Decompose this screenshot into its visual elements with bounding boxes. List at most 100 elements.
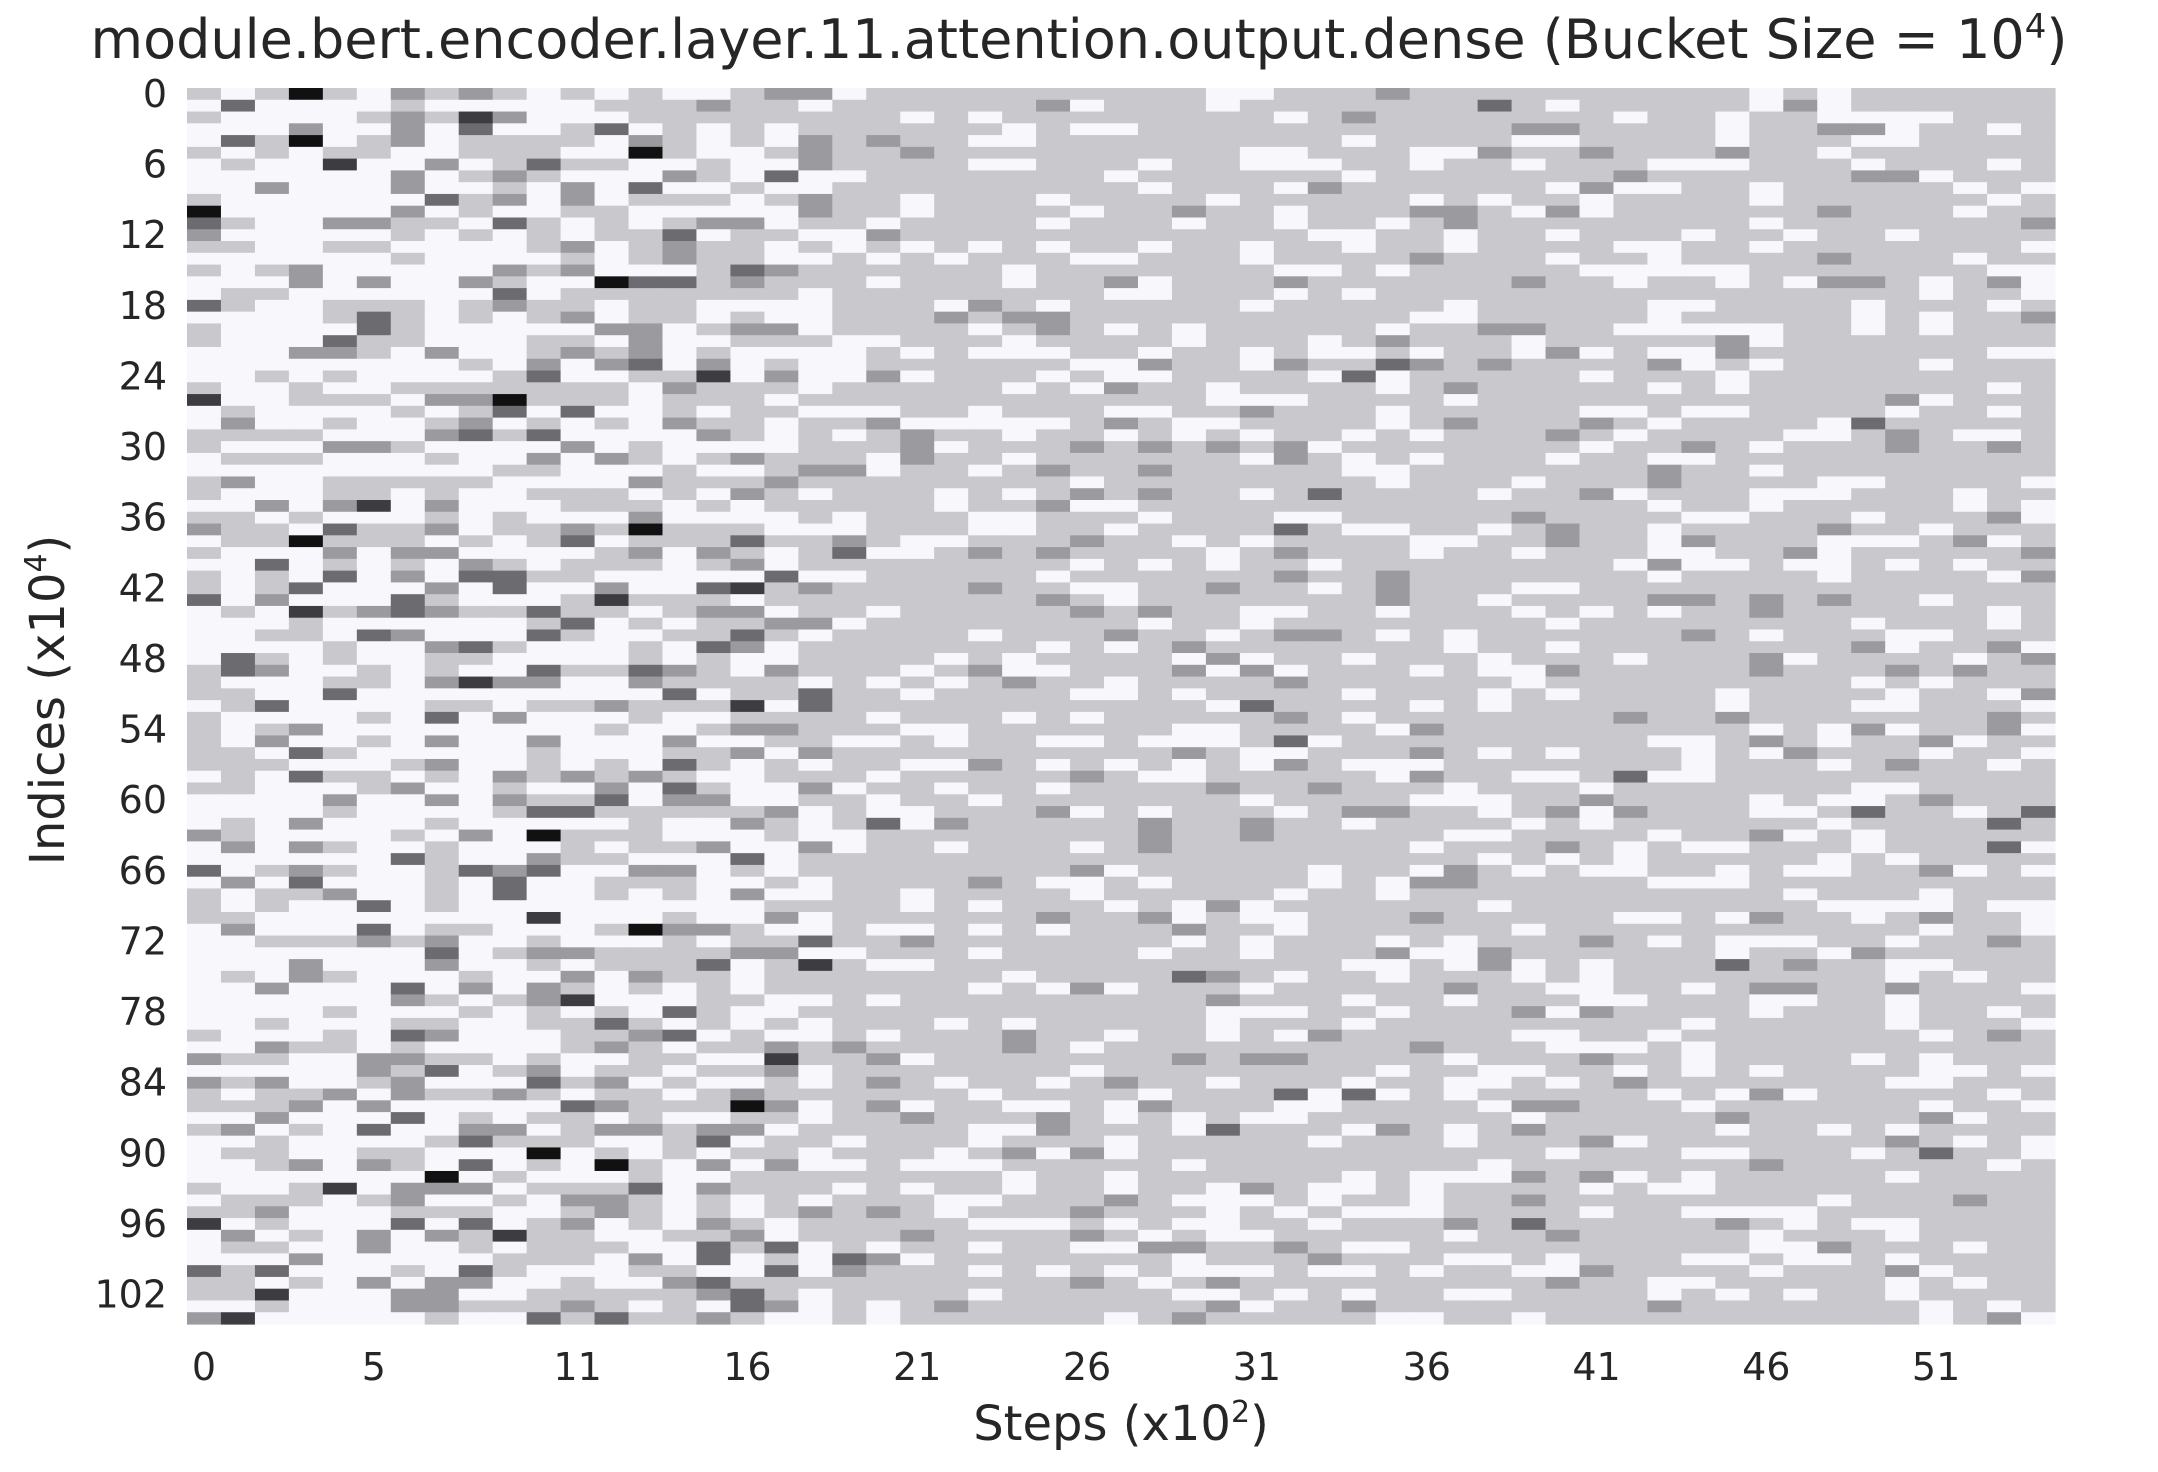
heatmap-cell xyxy=(1137,841,1173,854)
heatmap-cell xyxy=(254,205,290,219)
heatmap-cell xyxy=(1749,452,1784,466)
heatmap-cell xyxy=(492,488,528,501)
heatmap-cell xyxy=(1613,582,1649,595)
heatmap-cell xyxy=(1511,358,1547,372)
heatmap-cell xyxy=(1715,1135,1750,1149)
heatmap-cell xyxy=(1409,688,1445,701)
heatmap-cell xyxy=(1851,264,1886,277)
heatmap-cell xyxy=(866,170,901,183)
heatmap-cell xyxy=(1647,135,1682,148)
heatmap-cell xyxy=(390,464,426,478)
heatmap-cell xyxy=(594,817,630,831)
heatmap-cell xyxy=(1443,1076,1479,1090)
heatmap-cell xyxy=(424,947,460,960)
heatmap-cell xyxy=(390,959,426,972)
heatmap-cell xyxy=(356,441,392,454)
heatmap-cell xyxy=(1002,158,1037,171)
heatmap-cell xyxy=(1885,700,1920,713)
heatmap-cell xyxy=(1783,99,1818,113)
heatmap-cell xyxy=(322,1076,358,1090)
heatmap-cell xyxy=(322,570,358,583)
heatmap-cell xyxy=(1036,582,1071,595)
heatmap-cell xyxy=(866,841,901,854)
heatmap-cell xyxy=(1171,629,1207,642)
heatmap-cell xyxy=(1443,947,1479,960)
heatmap-cell xyxy=(1307,888,1343,901)
heatmap-cell xyxy=(900,488,935,501)
heatmap-cell xyxy=(1987,394,2022,407)
heatmap-cell xyxy=(288,947,324,960)
heatmap-cell xyxy=(1545,217,1581,230)
heatmap-cell xyxy=(187,817,222,831)
heatmap-cell xyxy=(1104,770,1139,784)
heatmap-cell xyxy=(288,912,324,925)
heatmap-cell xyxy=(1171,747,1207,760)
heatmap-cell xyxy=(934,605,969,619)
heatmap-cell xyxy=(220,500,256,513)
heatmap-cell xyxy=(1443,288,1479,301)
heatmap-cell xyxy=(2021,664,2056,678)
heatmap-cell xyxy=(1273,99,1309,113)
heatmap-cell xyxy=(696,299,732,313)
heatmap-cell xyxy=(1239,429,1275,442)
heatmap-cell xyxy=(866,888,901,901)
heatmap-cell xyxy=(1104,417,1139,430)
heatmap-cell xyxy=(288,935,324,948)
heatmap-cell xyxy=(1409,452,1445,466)
heatmap-cell xyxy=(1579,488,1615,501)
heatmap-cell xyxy=(1171,876,1207,890)
heatmap-cell xyxy=(1851,346,1886,360)
heatmap-cell xyxy=(1171,382,1207,395)
heatmap-cell xyxy=(1953,241,1988,254)
heatmap-cell xyxy=(1341,241,1377,254)
heatmap-cell xyxy=(254,570,290,583)
heatmap-cell xyxy=(1953,358,1988,372)
heatmap-cell xyxy=(1070,888,1105,901)
heatmap-cell xyxy=(832,158,867,171)
heatmap-cell xyxy=(1036,688,1071,701)
heatmap-cell xyxy=(1375,1135,1411,1149)
heatmap-cell xyxy=(628,1053,664,1066)
heatmap-cell xyxy=(356,1112,392,1125)
heatmap-cell xyxy=(1273,1029,1309,1043)
heatmap-cell xyxy=(1511,335,1547,348)
heatmap-cell xyxy=(1545,511,1581,525)
heatmap-cell xyxy=(1307,511,1343,525)
heatmap-cell xyxy=(1002,582,1037,595)
heatmap-cell xyxy=(1036,617,1071,631)
heatmap-cell xyxy=(1817,358,1852,372)
heatmap-cell xyxy=(1375,1017,1411,1031)
heatmap-cell xyxy=(356,1135,392,1149)
heatmap-cell xyxy=(254,276,290,289)
heatmap-cell xyxy=(187,158,222,171)
heatmap-cell xyxy=(900,1088,935,1101)
heatmap-cell xyxy=(594,146,630,160)
heatmap-cell xyxy=(1036,382,1071,395)
heatmap-cell xyxy=(390,782,426,795)
heatmap-cell xyxy=(1070,511,1105,525)
heatmap-cell xyxy=(730,123,765,136)
heatmap-cell xyxy=(1511,794,1547,807)
heatmap-cell xyxy=(628,841,664,854)
heatmap-cell xyxy=(526,346,562,360)
heatmap-cell xyxy=(1817,135,1852,148)
heatmap-cell xyxy=(560,346,596,360)
heatmap-cell xyxy=(764,535,799,548)
heatmap-cell xyxy=(662,1112,698,1125)
heatmap-cell xyxy=(1171,947,1207,960)
heatmap-cell xyxy=(1545,700,1581,713)
heatmap-cell xyxy=(1205,970,1241,984)
heatmap-cell xyxy=(220,1076,256,1090)
heatmap-cell xyxy=(1137,605,1173,619)
heatmap-cell xyxy=(1070,582,1105,595)
heatmap-cell xyxy=(1511,653,1547,666)
heatmap-cell xyxy=(1171,594,1207,607)
heatmap-cell xyxy=(2021,511,2056,525)
heatmap-cell xyxy=(1375,923,1411,937)
heatmap-cell xyxy=(1307,488,1343,501)
heatmap-cell xyxy=(1987,806,2022,819)
heatmap-cell xyxy=(322,806,358,819)
heatmap-cell xyxy=(1579,1065,1615,1078)
heatmap-cell xyxy=(424,182,460,195)
heatmap-cell xyxy=(798,758,833,772)
